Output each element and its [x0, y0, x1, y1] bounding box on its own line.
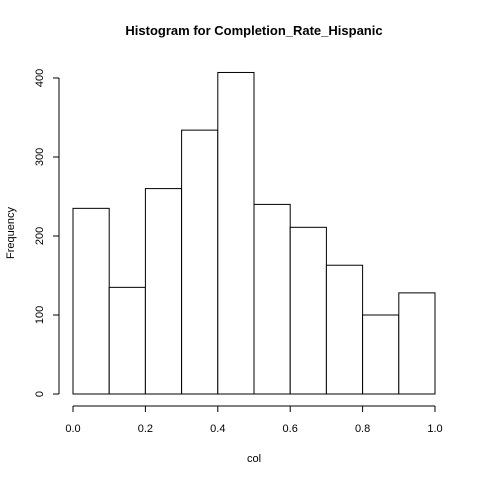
histogram-bar-3	[181, 129, 219, 395]
histogram-bar-8	[362, 314, 400, 395]
x-tick-label-5: 1.0	[427, 423, 442, 435]
histogram-bar-2	[144, 188, 183, 395]
y-axis-label: Frequency	[5, 207, 17, 259]
x-axis-label: col	[247, 453, 261, 465]
chart-title: Histogram for Completion_Rate_Hispanic	[125, 23, 382, 38]
histogram-bar-4	[217, 71, 255, 395]
y-tick-label-2: 200	[34, 227, 46, 245]
histogram-bar-7	[325, 264, 364, 395]
y-tick-label-4: 400	[34, 69, 46, 87]
histogram-bar-6	[289, 226, 327, 395]
x-tick-label-0: 0.0	[65, 423, 80, 435]
x-axis: 0.0 0.2 0.4 0.6 0.8 1.0	[65, 405, 443, 435]
y-tick-label-1: 100	[34, 306, 46, 324]
x-tick-label-4: 0.8	[355, 423, 370, 435]
histogram-bar-0	[72, 207, 110, 395]
x-tick-label-1: 0.2	[138, 423, 153, 435]
x-tick-label-3: 0.6	[283, 423, 298, 435]
histogram-bar-9	[398, 292, 436, 395]
y-tick-label-3: 300	[34, 148, 46, 166]
histogram-bar-1	[108, 286, 146, 395]
x-tick-label-2: 0.4	[210, 423, 225, 435]
y-tick-label-0: 0	[34, 391, 46, 397]
bars-group	[72, 71, 436, 395]
histogram-bar-5	[253, 203, 291, 395]
y-axis: 0 100 200 300 400	[34, 69, 60, 397]
